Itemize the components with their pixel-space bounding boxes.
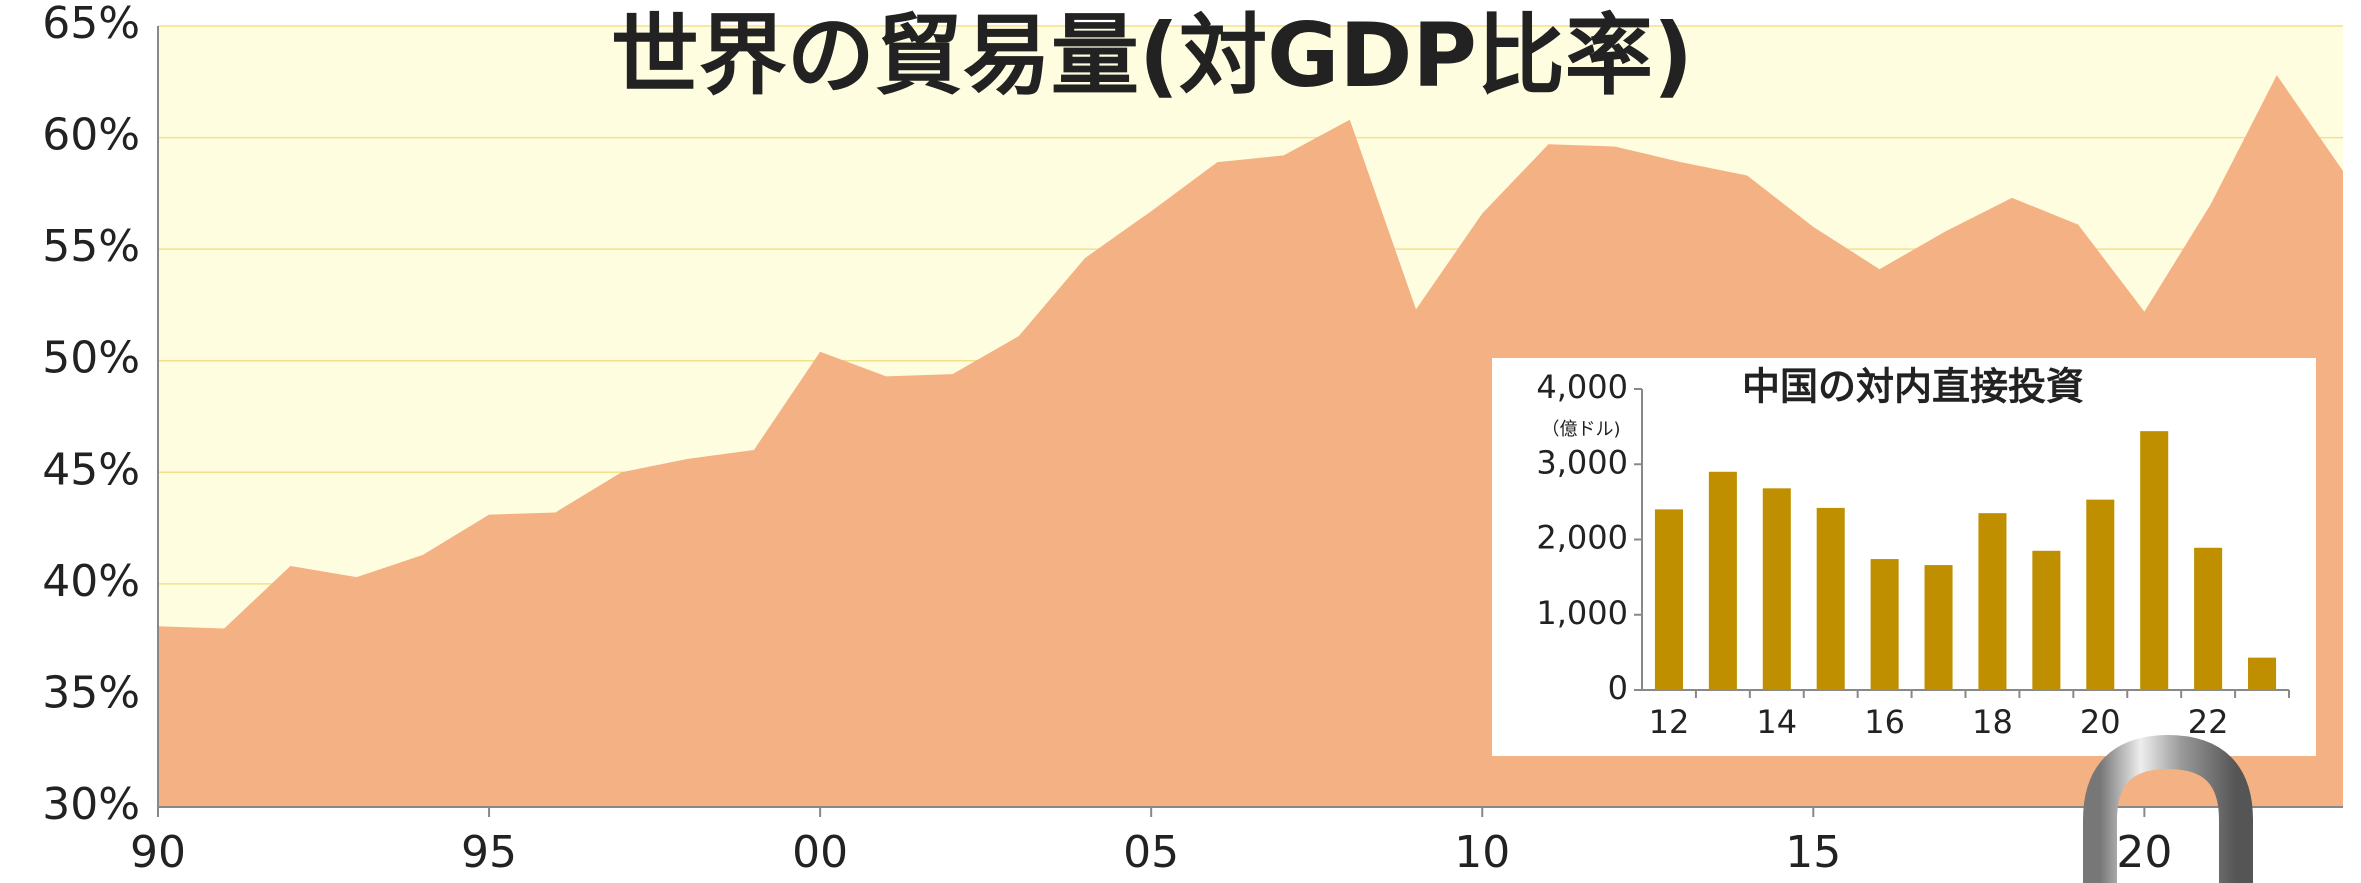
y-tick-label: 60% — [42, 110, 140, 161]
bar — [1925, 565, 1953, 690]
bar — [1709, 472, 1737, 690]
y-tick-label: 55% — [42, 221, 140, 272]
bar — [2140, 431, 2168, 690]
y-tick-label: 3,000 — [1536, 443, 1628, 481]
x-tick-label: 95 — [461, 827, 517, 878]
y-tick-label: 4,000 — [1536, 368, 1628, 406]
bar — [2194, 548, 2222, 690]
unit-label: （億ドル) — [1541, 419, 1620, 440]
y-tick-label: 50% — [42, 333, 140, 384]
y-tick-label: 45% — [42, 444, 140, 495]
bar — [1978, 513, 2006, 690]
bar — [1763, 488, 1791, 690]
x-tick-label: 16 — [1864, 703, 1905, 741]
x-tick-label: 20 — [2080, 703, 2121, 741]
chart: 30% 35% 40% 45% 50% 55% 60% 65% 90 95 00 05 10 15 20 世… — [0, 0, 2361, 883]
bar — [1655, 509, 1683, 690]
y-tick-label: 2,000 — [1536, 519, 1628, 557]
y-tick-label: 30% — [42, 779, 140, 830]
x-tick-label: 15 — [1785, 827, 1841, 878]
bar — [2032, 551, 2060, 690]
x-tick-label: 12 — [1649, 703, 1690, 741]
chart-title: 世界の貿易量(対GDP比率) — [611, 4, 1693, 107]
bar — [2248, 658, 2276, 690]
bar — [1817, 508, 1845, 690]
inset-title: 中国の対内直接投資 — [1742, 365, 2084, 409]
x-tick-label: 10 — [1454, 827, 1510, 878]
x-tick-label: 14 — [1756, 703, 1797, 741]
x-tick-label: 22 — [2188, 703, 2229, 741]
x-tick-label: 00 — [792, 827, 848, 878]
x-tick-label: 20 — [2116, 827, 2172, 878]
y-tick-label: 0 — [1608, 669, 1628, 707]
bar — [1871, 559, 1899, 690]
x-tick-label: 05 — [1123, 827, 1179, 878]
y-tick-label: 35% — [42, 667, 140, 718]
y-tick-label: 1,000 — [1536, 594, 1628, 632]
x-tick-label: 90 — [130, 827, 186, 878]
y-tick-label: 65% — [42, 0, 140, 49]
bar — [2086, 500, 2114, 690]
y-tick-label: 40% — [42, 556, 140, 607]
x-tick-label: 18 — [1972, 703, 2013, 741]
